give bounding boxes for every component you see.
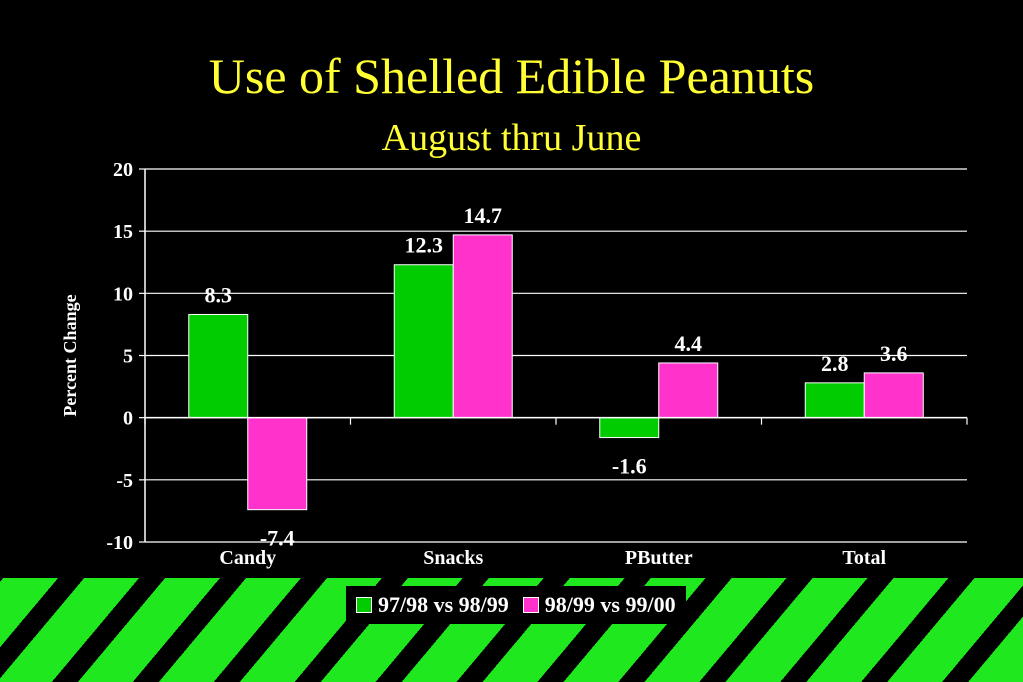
x-category-label: PButter bbox=[625, 547, 693, 569]
y-tick-label: 10 bbox=[113, 283, 133, 305]
slide-title: Use of Shelled Edible Peanuts bbox=[208, 48, 815, 104]
bar-total-series-1 bbox=[804, 382, 865, 419]
data-label: 3.6 bbox=[880, 341, 908, 366]
slide-subtitle: August thru June bbox=[381, 117, 642, 159]
y-tick-label: 0 bbox=[123, 408, 133, 430]
legend-label-series-2: 98/99 vs 99/00 bbox=[544, 592, 676, 617]
bar-candy-series-2 bbox=[247, 417, 308, 511]
y-axis-title: Percent Change bbox=[60, 294, 80, 416]
data-label: 4.4 bbox=[675, 331, 703, 356]
x-category-label: Candy bbox=[219, 547, 276, 569]
bar-pbutter-series-1 bbox=[599, 417, 660, 439]
legend-item-series-1: 97/98 vs 98/99 bbox=[356, 592, 509, 618]
data-label: 2.8 bbox=[821, 351, 849, 376]
legend-swatch-series-1 bbox=[356, 597, 372, 613]
bar-snacks-series-2 bbox=[452, 234, 513, 419]
legend-label-series-1: 97/98 vs 98/99 bbox=[378, 592, 509, 617]
legend-swatch-series-2 bbox=[522, 597, 539, 613]
y-tick-label: 5 bbox=[123, 346, 133, 368]
bar-candy-series-1 bbox=[188, 313, 249, 419]
bar-pbutter-series-2 bbox=[658, 362, 719, 419]
axes: 20 15 10 5 0 -5 -10 Percent Change Candy Snacks PB… bbox=[60, 159, 968, 569]
legend: 97/98 vs 98/99 98/99 vs 99/00 bbox=[346, 586, 686, 624]
bar-snacks-series-1 bbox=[393, 264, 454, 419]
y-tick-label: 15 bbox=[113, 221, 133, 243]
bars bbox=[188, 234, 924, 511]
y-tick-label: 20 bbox=[113, 159, 133, 181]
data-label: -1.6 bbox=[612, 454, 647, 479]
data-label: 14.7 bbox=[464, 203, 503, 228]
data-label: 8.3 bbox=[205, 282, 233, 307]
y-tick-label: -5 bbox=[116, 470, 133, 492]
x-category-label: Total bbox=[842, 547, 886, 569]
data-label: 12.3 bbox=[405, 233, 444, 258]
legend-item-series-2: 98/99 vs 99/00 bbox=[522, 592, 676, 618]
data-label: -7.4 bbox=[260, 526, 295, 551]
data-labels: 8.3 12.3 -1.6 2.8 -7.4 14.7 4.4 3.6 bbox=[205, 203, 908, 551]
x-category-label: Snacks bbox=[423, 547, 483, 569]
y-tick-label: -10 bbox=[106, 532, 133, 554]
bar-total-series-2 bbox=[863, 372, 924, 419]
